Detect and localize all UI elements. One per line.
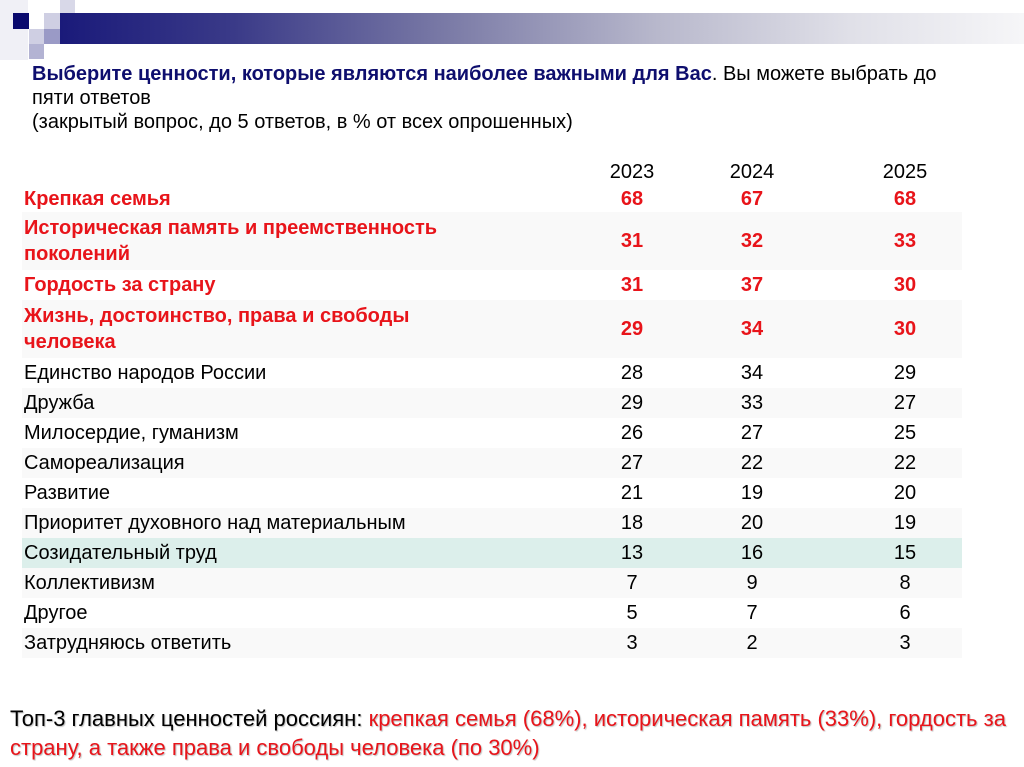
value-2023: 3 [626, 632, 638, 654]
table-row: Крепкая семья 68 67 68 [22, 186, 962, 212]
value-2025: 19 [893, 512, 917, 534]
value-2024: 67 [740, 188, 764, 210]
value-2024: 34 [740, 318, 764, 340]
row-label: Единство народов России [24, 362, 267, 384]
value-2024: 19 [740, 482, 764, 504]
row-label: Развитие [24, 482, 110, 504]
value-2025: 30 [893, 274, 917, 296]
table-row: Развитие 21 19 20 [22, 478, 962, 508]
deco-square [44, 29, 60, 44]
col-2024: 2024 [729, 161, 775, 183]
row-label: Созидательный труд [24, 542, 217, 564]
value-2024: 37 [740, 274, 764, 296]
value-2024: 16 [740, 542, 764, 564]
table-header: 2023 2024 2025 [22, 158, 962, 186]
row-label: Гордость за страну [24, 274, 216, 296]
value-2024: 9 [746, 572, 758, 594]
table-row: Гордость за страну 31 37 30 [22, 270, 962, 300]
table-row: Милосердие, гуманизм 26 27 25 [22, 418, 962, 448]
value-2023: 18 [620, 512, 644, 534]
question-normal: . Вы можете выбрать до пяти ответов [32, 63, 937, 109]
value-2024: 27 [740, 422, 764, 444]
row-label: Милосердие, гуманизм [24, 422, 239, 444]
col-2023: 2023 [609, 161, 655, 183]
value-2023: 7 [626, 572, 638, 594]
table-row: Приоритет духовного над материальным 18 … [22, 508, 962, 538]
row-label: Другое [24, 602, 88, 624]
value-2025: 20 [893, 482, 917, 504]
value-2023: 27 [620, 452, 644, 474]
deco-square [13, 13, 29, 29]
values-table: 2023 2024 2025 Крепкая семья 68 67 68 Ис… [22, 158, 962, 658]
value-2025: 6 [899, 602, 911, 624]
value-2025: 68 [893, 188, 917, 210]
row-label: Крепкая семья [24, 188, 171, 210]
row-label: Жизнь, достоинство, права и свободы чело… [24, 305, 410, 353]
value-2023: 29 [620, 392, 644, 414]
table-row: Единство народов России 28 34 29 [22, 358, 962, 388]
value-2023: 13 [620, 542, 644, 564]
col-2025: 2025 [882, 161, 928, 183]
value-2024: 20 [740, 512, 764, 534]
conclusion-lead: Топ-3 главных ценностей россиян: [10, 706, 369, 731]
value-2023: 26 [620, 422, 644, 444]
value-2024: 32 [740, 230, 764, 252]
deco-square [60, 0, 75, 13]
table-row: Жизнь, достоинство, права и свободы чело… [22, 300, 962, 358]
value-2025: 3 [899, 632, 911, 654]
value-2023: 31 [620, 230, 644, 252]
row-label: Самореализация [24, 452, 185, 474]
question-note: (закрытый вопрос, до 5 ответов, в % от в… [32, 111, 573, 133]
question-text: Выберите ценности, которые являются наиб… [32, 62, 982, 134]
header-bar [60, 13, 1024, 44]
deco-square [44, 13, 60, 29]
value-2024: 22 [740, 452, 764, 474]
value-2023: 68 [620, 188, 644, 210]
conclusion-highlight: крепкая семья (68%), историческая память… [10, 706, 1006, 760]
value-2024: 33 [740, 392, 764, 414]
value-2023: 29 [620, 318, 644, 340]
table-row: Коллективизм 7 9 8 [22, 568, 962, 598]
table-row: Историческая память и преемственность по… [22, 212, 962, 270]
value-2024: 34 [740, 362, 764, 384]
value-2025: 15 [893, 542, 917, 564]
deco-square [29, 44, 44, 59]
table-row: Самореализация 27 22 22 [22, 448, 962, 478]
value-2024: 7 [746, 602, 758, 624]
row-label: Затрудняюсь ответить [24, 632, 232, 654]
value-2023: 28 [620, 362, 644, 384]
value-2025: 27 [893, 392, 917, 414]
row-label: Историческая память и преемственность по… [24, 217, 438, 265]
conclusion-text: Топ-3 главных ценностей россиян: крепкая… [10, 704, 1010, 762]
value-2025: 33 [893, 230, 917, 252]
row-label: Дружба [24, 392, 95, 414]
value-2025: 8 [899, 572, 911, 594]
value-2025: 22 [893, 452, 917, 474]
table-row: Затрудняюсь ответить 3 2 3 [22, 628, 962, 658]
deco-square [29, 29, 44, 44]
row-label: Приоритет духовного над материальным [24, 512, 406, 534]
table-row: Дружба 29 33 27 [22, 388, 962, 418]
value-2025: 30 [893, 318, 917, 340]
value-2023: 5 [626, 602, 638, 624]
value-2025: 25 [893, 422, 917, 444]
table-row: Другое 5 7 6 [22, 598, 962, 628]
deco-square [0, 0, 28, 60]
value-2023: 21 [620, 482, 644, 504]
table-row-highlighted: Созидательный труд 13 16 15 [22, 538, 962, 568]
value-2024: 2 [746, 632, 758, 654]
question-bold: Выберите ценности, которые являются наиб… [32, 63, 712, 85]
row-label: Коллективизм [24, 572, 155, 594]
value-2023: 31 [620, 274, 644, 296]
value-2025: 29 [893, 362, 917, 384]
